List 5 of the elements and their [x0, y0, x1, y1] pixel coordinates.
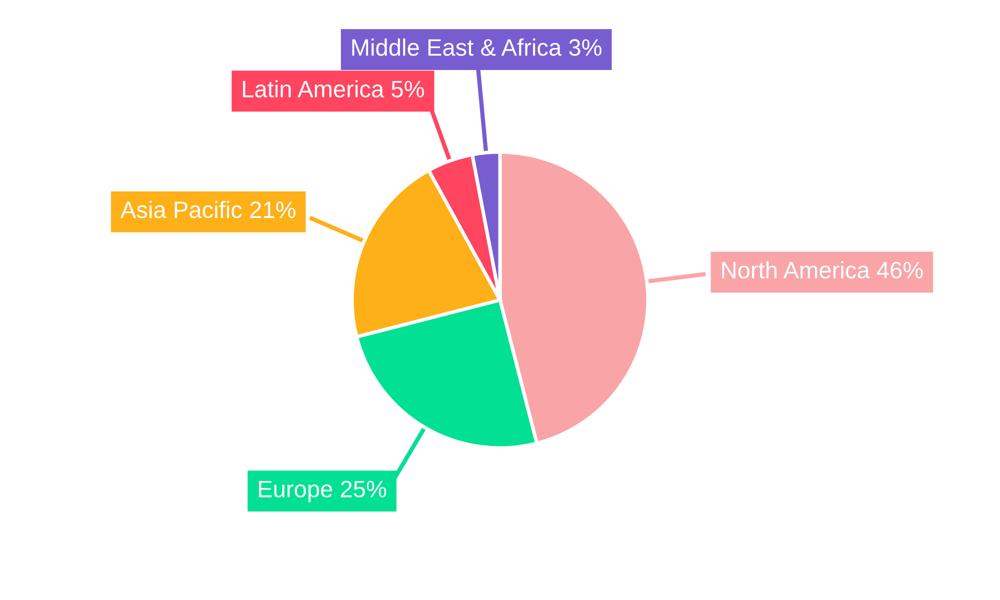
slice-label: Asia Pacific 21%	[120, 200, 296, 218]
slice-label: Middle East & Africa 3%	[352, 38, 602, 56]
slice-label: Latin America 5%	[243, 80, 424, 98]
slice-label: North America 46%	[722, 261, 923, 279]
slice-label: Europe 25%	[258, 480, 386, 502]
